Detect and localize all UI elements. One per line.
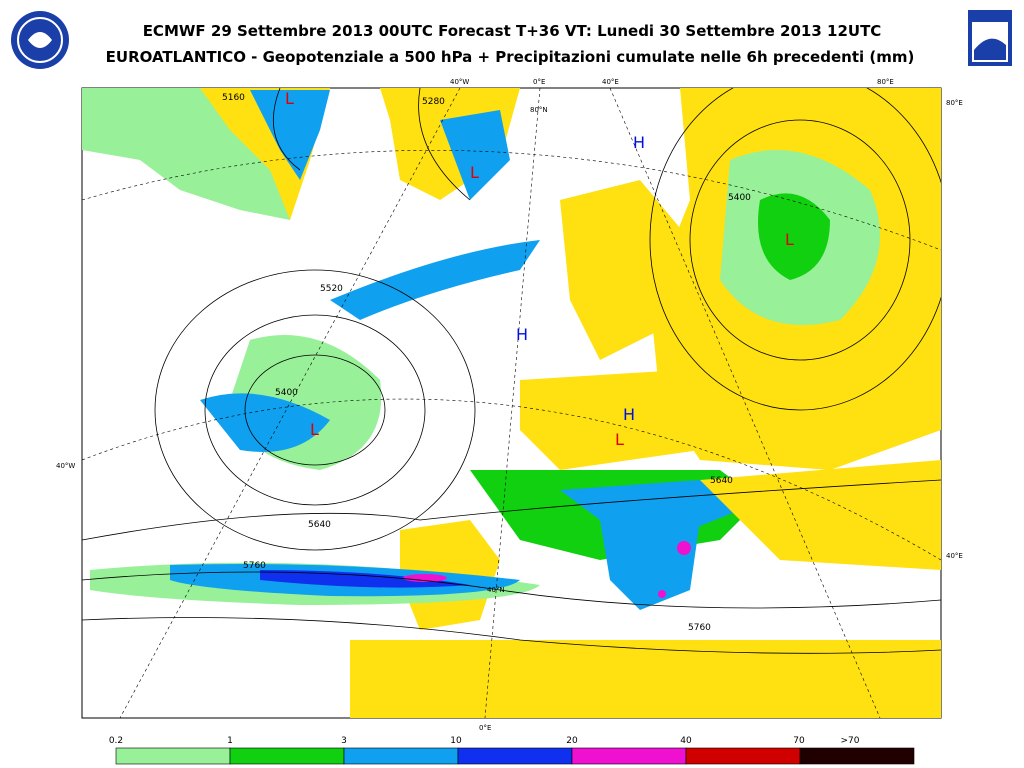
low-center: L <box>285 89 294 108</box>
contour-label: 5640 <box>710 476 733 486</box>
lon-label: 40°W <box>450 78 469 86</box>
lon-label: 40°E <box>602 78 619 86</box>
legend-label: >70 <box>841 736 860 746</box>
lat-label: 40°E <box>946 552 963 560</box>
lon-label: 0°E <box>479 724 491 732</box>
low-center: L <box>785 230 794 249</box>
low-center: L <box>615 430 624 449</box>
lon-label: 0°E <box>533 78 545 86</box>
legend-label: 1 <box>227 736 233 746</box>
contour-label: 5280 <box>422 97 445 107</box>
low-center: L <box>470 163 479 182</box>
legend-label: 20 <box>566 736 578 746</box>
contour-label: 5640 <box>308 520 331 530</box>
legend-label: 70 <box>793 736 805 746</box>
right-logo <box>968 10 1012 66</box>
title: ECMWF 29 Settembre 2013 00UTC Forecast T… <box>143 22 882 40</box>
legend-label: 40 <box>680 736 692 746</box>
contour-label: 5760 <box>688 623 711 633</box>
legend-label: 10 <box>450 736 462 746</box>
contour-label: 5160 <box>222 93 245 103</box>
lat-label: 40°N <box>487 586 505 594</box>
contour-label: 5400 <box>275 388 298 398</box>
lat-label: 80°N <box>530 106 548 114</box>
low-center: L <box>310 420 319 439</box>
left-logo <box>11 11 69 69</box>
contour-label: 5400 <box>728 193 751 203</box>
lat-label: 80°E <box>946 99 963 107</box>
high-center: H <box>516 325 528 344</box>
subtitle: EUROATLANTICO - Geopotenziale a 500 hPa … <box>106 48 915 66</box>
contour-label: 5520 <box>320 284 343 294</box>
legend-label: 0.2 <box>109 736 123 746</box>
color-legend: 0.2 1 3 10 20 40 70 >70 <box>109 736 915 765</box>
map: 40°W 0°E 40°E 80°E 0°E 80°E 80°N 40°E 40… <box>56 78 963 732</box>
high-center: H <box>623 405 635 424</box>
contour-label: 5760 <box>243 561 266 571</box>
lon-label: 80°E <box>877 78 894 86</box>
legend-label: 3 <box>341 736 347 746</box>
high-center: H <box>633 133 645 152</box>
lat-label: 40°W <box>56 462 75 470</box>
